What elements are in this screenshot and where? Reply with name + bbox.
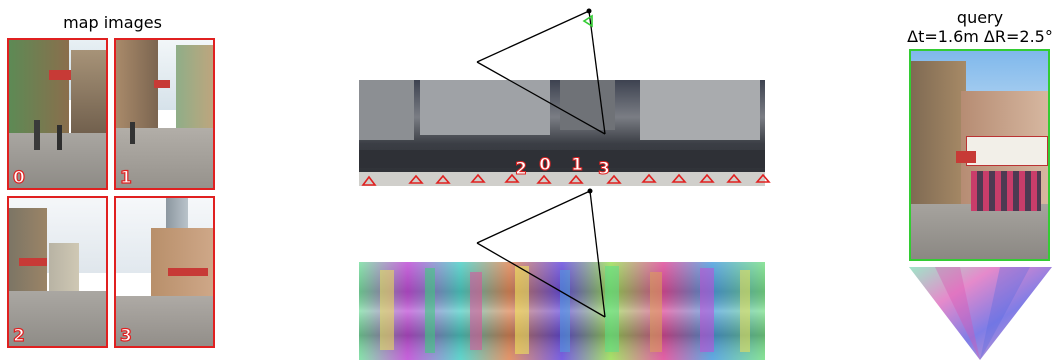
aerial-view-label-3: 3 <box>598 159 610 179</box>
map-image-2: 2 <box>7 196 108 348</box>
map-image-3: 3 <box>114 196 215 348</box>
aerial-view-label-1: 1 <box>571 155 583 175</box>
aerial-fov-triangle <box>476 10 606 135</box>
query-pose-marker <box>582 14 593 28</box>
map-images-title: map images <box>63 13 162 32</box>
query-pose-dot <box>586 8 592 14</box>
map-image-1-label: 1 <box>119 167 132 188</box>
map-image-1: 1 <box>114 38 215 190</box>
map-image-0: 0 <box>7 38 108 190</box>
aerial-view-label-0: 0 <box>539 155 551 175</box>
map-image-3-label: 3 <box>119 325 132 346</box>
query-pose-error: Δt=1.6m ΔR=2.5° <box>907 27 1053 46</box>
query-image <box>909 49 1050 261</box>
map-image-2-label: 2 <box>12 325 25 346</box>
map-image-0-label: 0 <box>12 167 25 188</box>
feature-fov-triangle <box>476 190 606 318</box>
query-title: query <box>956 8 1004 27</box>
aerial-view-label-2: 2 <box>515 159 527 179</box>
map-camera-markers <box>361 173 771 186</box>
feature-pose-dot <box>587 188 593 194</box>
query-bev-cone <box>909 267 1052 360</box>
